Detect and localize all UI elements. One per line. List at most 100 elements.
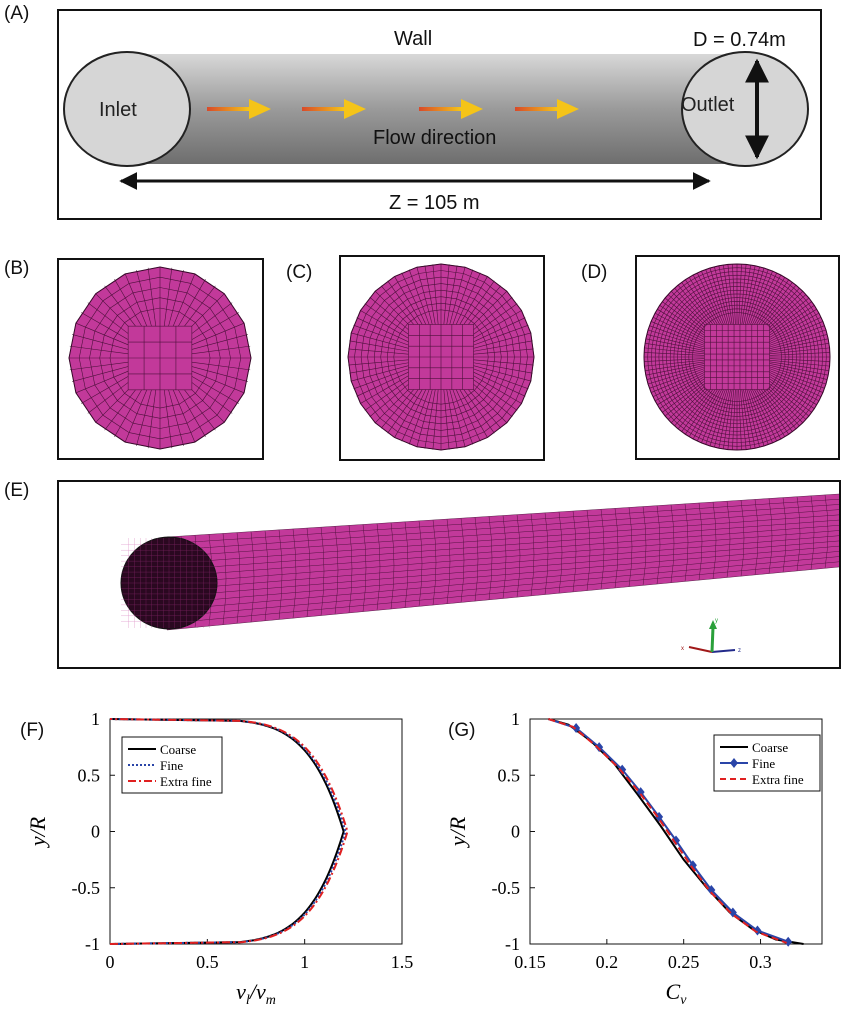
pipe-mesh-ring [614, 508, 619, 589]
mesh-spoke [654, 374, 705, 402]
flow-arrows [207, 99, 579, 119]
mesh-spoke [769, 386, 807, 420]
mesh-spoke [432, 264, 439, 325]
mesh-spoke [671, 291, 705, 325]
mesh-spoke [769, 312, 820, 340]
pipe-mesh-ring [642, 506, 647, 586]
mesh-spoke [87, 302, 129, 334]
mesh-spoke [432, 389, 439, 450]
mesh-spoke [741, 389, 751, 450]
mesh-spoke [81, 312, 129, 340]
series-marker [618, 764, 627, 775]
mesh-spoke [394, 389, 423, 438]
mesh-spoke [763, 389, 797, 430]
pipe-schematic: Inlet Outlet Wall D = 0.74m Flow directi… [63, 28, 809, 214]
inlet-face [63, 51, 191, 167]
mesh-grid [347, 263, 535, 451]
legend-label: Extra fine [752, 772, 804, 787]
mesh-spoke [168, 270, 184, 327]
pipe-mesh-line [166, 551, 840, 611]
mesh-spoke [191, 382, 233, 414]
x-tick-label: 1.5 [391, 952, 414, 972]
mesh-spoke [650, 321, 705, 344]
mesh-spoke [756, 277, 786, 325]
mesh-spoke [649, 325, 705, 346]
mesh-spoke [748, 269, 769, 325]
mesh-spoke [744, 389, 760, 448]
mesh-spoke [744, 266, 760, 325]
mesh-spoke [114, 389, 142, 437]
mesh-spoke [473, 384, 513, 418]
panel-label-c: (C) [286, 262, 313, 283]
pipe-mesh-line [166, 498, 840, 544]
mesh-spoke [408, 269, 430, 325]
panel-label-e: (E) [4, 480, 30, 501]
mesh-spoke [81, 376, 129, 404]
mesh-grid [68, 266, 252, 450]
fine-mesh-panel [339, 255, 545, 461]
y-tick-label: 0.5 [78, 765, 101, 785]
panel-label-f: (F) [20, 720, 45, 741]
pipe-mesh-ring [600, 509, 605, 590]
mesh-spoke [705, 269, 726, 325]
length-label: Z = 105 m [389, 192, 480, 214]
mesh-spoke [163, 389, 173, 449]
mesh-spoke [124, 389, 148, 443]
legend-label: Coarse [752, 740, 788, 755]
mesh-spoke [136, 270, 152, 327]
legend-label: Fine [160, 758, 183, 773]
mesh-spoke [473, 389, 507, 423]
mesh-spoke [375, 291, 409, 325]
mesh-spoke [644, 358, 705, 362]
mesh-spoke [727, 264, 735, 325]
mesh-spoke [353, 324, 409, 346]
mesh-spoke [769, 359, 830, 367]
mesh-spoke [647, 366, 705, 385]
mesh-spoke [387, 389, 419, 434]
mesh-spoke [463, 280, 495, 325]
mesh-spoke [449, 389, 466, 447]
pipe-mesh-ring [544, 512, 549, 595]
pipe-mesh-ring [670, 504, 675, 583]
mesh-spoke [184, 285, 216, 327]
mesh-spoke [769, 325, 825, 346]
mesh-spoke [644, 359, 705, 367]
mesh-spoke [172, 273, 196, 327]
mesh-spoke [732, 264, 736, 325]
mesh-spoke [191, 376, 239, 404]
mesh-spoke [758, 279, 789, 325]
mesh-spoke [688, 277, 718, 325]
mesh-spoke [769, 366, 827, 385]
axis-y-label: y [715, 618, 718, 624]
mesh-spoke [644, 361, 705, 371]
mesh-spoke [473, 324, 529, 346]
mesh-spoke [652, 372, 705, 398]
mesh-spoke [645, 338, 705, 351]
fine-mesh-cross-section [347, 263, 535, 451]
pipe-mesh-ring [712, 502, 717, 579]
legend-marker [730, 758, 738, 768]
axis-z-label: z [738, 648, 741, 654]
y-tick-label: 0 [511, 822, 520, 842]
series-marker [636, 787, 645, 798]
series-marker [672, 835, 680, 846]
mesh-spoke [369, 296, 409, 330]
pipe-mesh-ring [376, 523, 381, 611]
pipe-mesh-ring [320, 527, 325, 616]
pipe-mesh-line [166, 519, 840, 571]
mesh-spoke [654, 312, 705, 340]
series-marker [572, 723, 581, 733]
mesh-spoke [723, 264, 733, 325]
mesh-spoke [473, 310, 522, 339]
mesh-spoke [743, 389, 756, 449]
mesh-spoke [473, 291, 507, 325]
concentration-profile-chart: 0.15 0.2 0.25 0.3 1 0.5 0 -0.5 -1 CoarseFineExtra… [445, 709, 823, 1008]
pipe-mesh-ring [250, 531, 255, 623]
mesh-spoke [718, 265, 731, 325]
mesh-spoke [473, 371, 526, 397]
mesh-spoke [766, 287, 800, 325]
series-marker [688, 860, 697, 871]
x-axis-label: Cv [666, 979, 688, 1008]
mesh-spoke [75, 322, 129, 346]
